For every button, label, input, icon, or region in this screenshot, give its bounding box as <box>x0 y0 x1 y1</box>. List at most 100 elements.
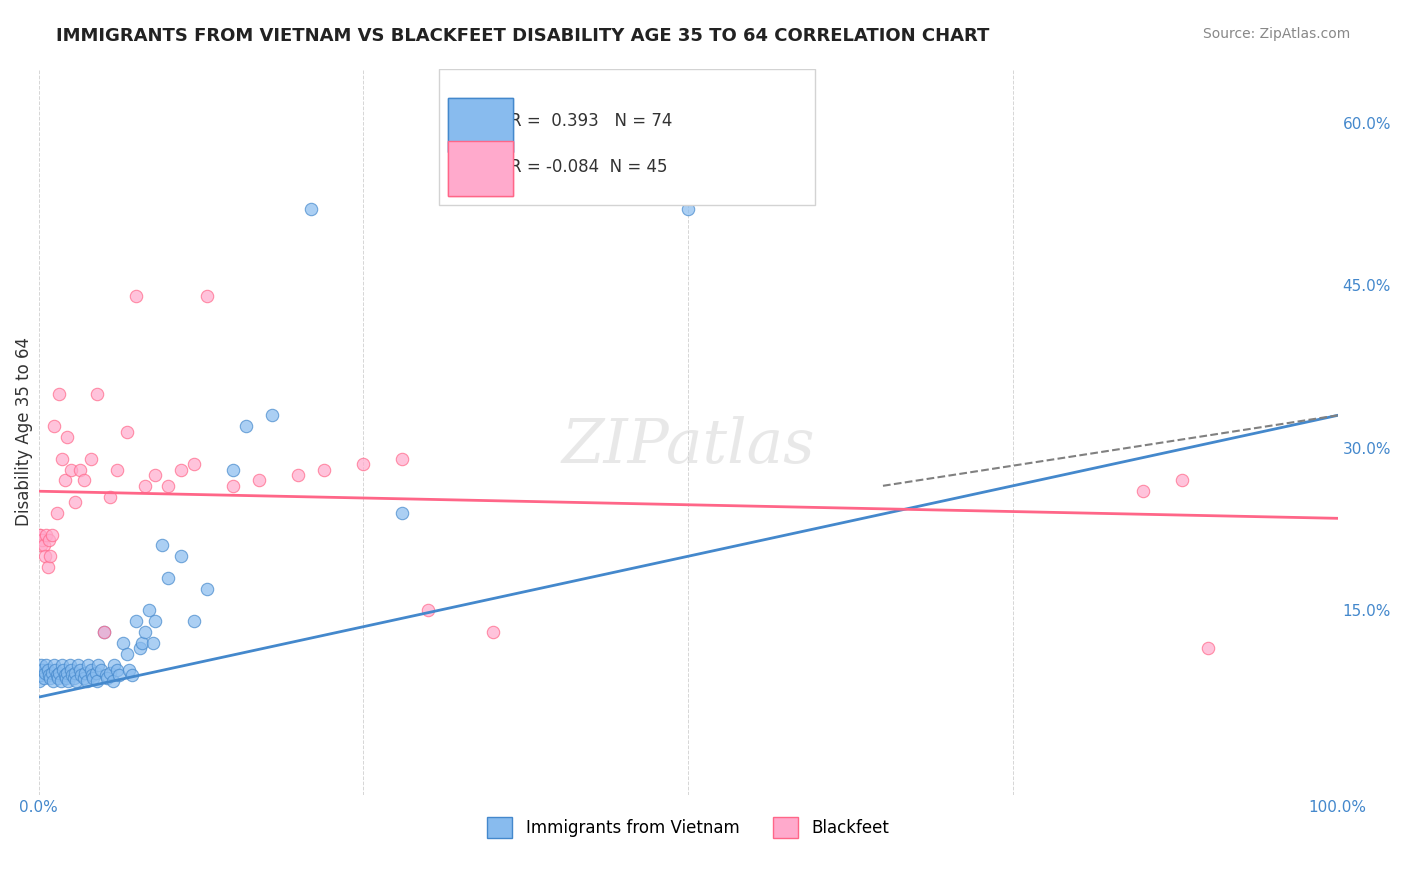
Point <box>222 479 245 493</box>
Point <box>101 673 124 688</box>
Point <box>87 657 110 672</box>
Point <box>145 467 167 482</box>
Point <box>28 668 51 682</box>
Point <box>86 673 108 688</box>
Point <box>76 673 98 688</box>
Point <box>63 666 86 681</box>
Point <box>197 289 219 303</box>
Point <box>79 451 101 466</box>
Point <box>73 671 96 685</box>
Text: Source: ZipAtlas.com: Source: ZipAtlas.com <box>1202 27 1350 41</box>
Point <box>39 549 62 564</box>
Point <box>262 409 284 423</box>
Point <box>44 419 66 434</box>
Point <box>75 666 97 681</box>
Point <box>80 668 103 682</box>
Point <box>34 549 56 564</box>
Point <box>38 533 60 547</box>
Point <box>125 615 148 629</box>
Point <box>125 289 148 303</box>
Point <box>48 666 70 681</box>
Point <box>145 615 167 629</box>
Point <box>108 668 131 682</box>
Point <box>111 636 134 650</box>
Point <box>45 506 67 520</box>
Point <box>65 673 87 688</box>
FancyBboxPatch shape <box>447 97 513 152</box>
Point <box>197 582 219 596</box>
Point <box>45 668 67 682</box>
Point <box>46 671 69 685</box>
Point <box>1132 484 1154 499</box>
Point <box>31 663 53 677</box>
Point <box>150 538 173 552</box>
Point <box>37 663 59 677</box>
Point <box>391 451 413 466</box>
Point <box>90 663 112 677</box>
Point <box>49 673 72 688</box>
Point <box>32 671 55 685</box>
Text: ZIPatlas: ZIPatlas <box>561 417 815 476</box>
Point <box>131 636 153 650</box>
Point <box>676 202 699 217</box>
Point <box>1171 474 1194 488</box>
Point <box>44 657 66 672</box>
Point <box>44 663 66 677</box>
Point <box>170 462 193 476</box>
Point <box>42 673 65 688</box>
Point <box>27 527 49 541</box>
Point <box>41 527 63 541</box>
Point <box>134 479 156 493</box>
Point <box>235 419 257 434</box>
Point <box>1197 641 1219 656</box>
Point <box>115 647 138 661</box>
Point <box>418 603 440 617</box>
Point <box>98 490 121 504</box>
Point <box>35 657 58 672</box>
Point <box>69 663 91 677</box>
Point <box>31 533 53 547</box>
Point <box>53 668 76 682</box>
Point <box>82 671 104 685</box>
Point <box>62 671 84 685</box>
Point <box>51 451 73 466</box>
Point <box>183 457 205 471</box>
Point <box>27 673 49 688</box>
Point <box>59 657 82 672</box>
Point <box>118 663 141 677</box>
Point <box>157 571 180 585</box>
Point <box>41 666 63 681</box>
Point <box>121 668 143 682</box>
Point <box>115 425 138 439</box>
Point <box>56 666 79 681</box>
Point <box>32 538 55 552</box>
Y-axis label: Disability Age 35 to 64: Disability Age 35 to 64 <box>15 337 32 526</box>
FancyBboxPatch shape <box>447 141 513 195</box>
Point <box>170 549 193 564</box>
Point <box>60 462 83 476</box>
Point <box>134 625 156 640</box>
Point <box>138 603 160 617</box>
Point <box>52 663 75 677</box>
Point <box>60 668 83 682</box>
Text: R = -0.084  N = 45: R = -0.084 N = 45 <box>510 158 668 176</box>
Point <box>51 657 73 672</box>
Text: IMMIGRANTS FROM VIETNAM VS BLACKFEET DISABILITY AGE 35 TO 64 CORRELATION CHART: IMMIGRANTS FROM VIETNAM VS BLACKFEET DIS… <box>56 27 990 45</box>
Point <box>53 474 76 488</box>
Point <box>247 474 270 488</box>
Point <box>352 457 374 471</box>
Point <box>93 625 115 640</box>
Point <box>69 462 91 476</box>
Point <box>28 527 51 541</box>
Point <box>96 671 118 685</box>
Point <box>39 671 62 685</box>
Point <box>55 671 77 685</box>
Point <box>157 479 180 493</box>
Text: R =  0.393   N = 74: R = 0.393 N = 74 <box>510 112 672 130</box>
Point <box>128 641 150 656</box>
Point <box>30 538 52 552</box>
Point <box>93 625 115 640</box>
Point <box>105 663 128 677</box>
Point <box>58 673 80 688</box>
Legend: Immigrants from Vietnam, Blackfeet: Immigrants from Vietnam, Blackfeet <box>481 811 896 845</box>
